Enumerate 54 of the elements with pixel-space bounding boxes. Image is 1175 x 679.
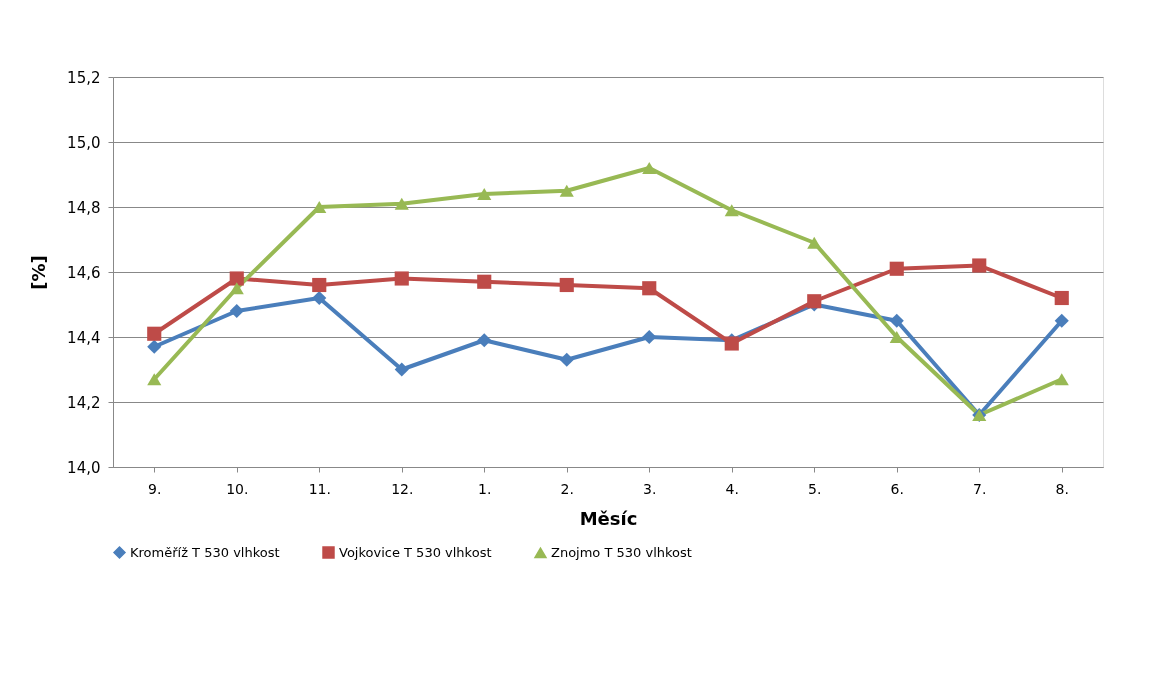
y-tick-label: 15,0: [67, 133, 101, 152]
y-tick-label: 14,8: [67, 198, 101, 217]
point: [394, 271, 409, 286]
point: [394, 362, 409, 377]
point: [229, 282, 244, 295]
x-tick-label: 6.: [890, 480, 904, 497]
y-tick-label: 14,2: [67, 393, 101, 412]
point: [147, 373, 162, 386]
point: [312, 290, 327, 306]
x-tick-label: 9.: [148, 480, 162, 497]
legend-label: Znojmo T 530 vlhkost: [551, 544, 692, 560]
point: [147, 326, 162, 341]
point: [229, 303, 244, 319]
x-tick-label: 1.: [478, 480, 492, 497]
point: [559, 184, 574, 197]
point: [477, 274, 492, 289]
legend-label: Vojkovice T 530 vlhkost: [339, 544, 492, 560]
point: [394, 197, 409, 210]
point: [229, 271, 244, 286]
point: [1054, 313, 1069, 328]
point: [559, 352, 574, 367]
x-tick-label: 3.: [643, 480, 657, 497]
point: [889, 330, 904, 344]
point: [477, 333, 492, 348]
x-tick-label: 8.: [1055, 480, 1069, 497]
point: [642, 281, 657, 296]
x-tick-label: 10.: [226, 480, 249, 497]
point: [477, 187, 492, 201]
point: [1054, 373, 1069, 386]
x-tick-label: 7.: [973, 480, 987, 497]
legend-label: Kroměříž T 530 vlhkost: [130, 544, 280, 560]
x-tick-label: 4.: [725, 480, 739, 497]
y-axis-title: [%]: [28, 255, 50, 290]
x-tick-label: 2.: [560, 480, 574, 497]
point: [889, 261, 904, 276]
x-tick-label: 11.: [308, 480, 331, 497]
point: [147, 339, 162, 354]
x-tick-label: 5.: [808, 480, 822, 497]
point: [807, 236, 822, 249]
y-tick-label: 14,4: [67, 328, 101, 347]
point: [312, 277, 327, 293]
y-tick-label: 15,2: [67, 68, 101, 87]
point: [972, 258, 987, 273]
y-tick-label: 14,0: [67, 458, 101, 477]
point: [889, 313, 904, 328]
x-tick-label: 12.: [391, 480, 414, 497]
point: [312, 200, 327, 214]
point: [642, 161, 657, 175]
point: [559, 277, 574, 293]
point: [724, 204, 739, 217]
x-axis-title: Měsíc: [579, 507, 638, 529]
point: [642, 329, 657, 345]
y-tick-label: 14,6: [67, 263, 101, 282]
point: [1054, 290, 1069, 306]
